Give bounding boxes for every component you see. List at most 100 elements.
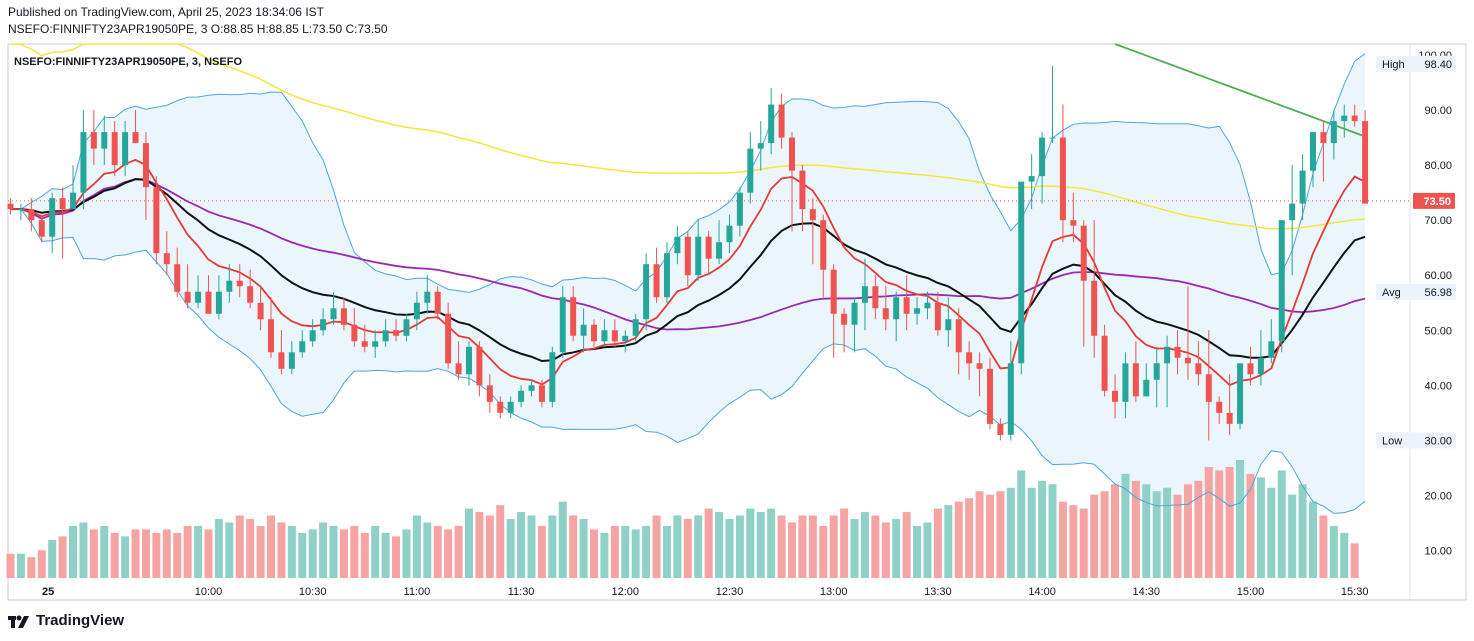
y-tick-label: 40.00: [1424, 380, 1452, 392]
last-price-tag: 73.50: [1413, 192, 1455, 209]
candle-body: [17, 209, 24, 211]
candle-body: [1247, 363, 1254, 375]
candle-body: [476, 346, 483, 386]
candle-body: [142, 143, 149, 188]
candle-body: [611, 330, 618, 342]
candle-body: [1310, 132, 1316, 171]
volume-bar: [631, 529, 640, 578]
candle-body: [518, 390, 525, 402]
candle-body: [382, 330, 389, 342]
volume-bar: [37, 550, 46, 578]
ma-green-line: [1114, 43, 1366, 138]
volume-bar: [27, 557, 36, 578]
candle-body: [455, 363, 462, 375]
volume-bar: [371, 525, 380, 578]
volume-bar: [756, 512, 765, 578]
volume-bar: [1319, 515, 1328, 578]
candle-body: [955, 319, 962, 353]
volume-bar: [1069, 505, 1078, 578]
volume-bar: [1215, 470, 1224, 578]
volume-bar: [621, 525, 630, 578]
ma-black-line: [10, 178, 1366, 363]
candle-body: [465, 346, 472, 375]
high-marker-value: 98.40: [1424, 59, 1452, 71]
candle-body: [7, 203, 14, 210]
volume-bar: [1006, 487, 1015, 578]
candle-body: [340, 308, 347, 325]
volume-bar: [131, 529, 140, 578]
candle-body: [528, 385, 535, 391]
candle-body: [59, 198, 66, 210]
volume-bar: [79, 522, 88, 578]
candle-body: [1101, 335, 1108, 391]
candle-body: [372, 341, 379, 347]
volume-bar: [1350, 543, 1359, 578]
volume-bar: [860, 512, 869, 578]
volume-bar: [267, 515, 275, 578]
avg-marker-value: 56.98: [1424, 287, 1452, 299]
volume-bar: [975, 491, 984, 578]
x-tick-label: 11:00: [404, 586, 431, 598]
ohlc-line: NSEFO:FINNIFTY23APR19050PE, 3 O:88.85 H:…: [8, 22, 388, 36]
volume-bar: [1079, 508, 1088, 578]
x-tick-label: 13:30: [924, 586, 952, 598]
x-tick-label: 15:30: [1341, 586, 1369, 598]
volume-bar: [829, 515, 838, 578]
volume-bar: [913, 525, 922, 578]
volume-bar: [121, 536, 130, 578]
tradingview-logo-icon: [8, 615, 29, 628]
volume-bar: [1277, 470, 1286, 578]
volume-bar: [506, 519, 515, 578]
volume-bar: [715, 512, 724, 578]
candle-body: [320, 319, 327, 331]
candle-body: [841, 313, 848, 325]
volume-bar: [902, 512, 911, 578]
volume-bar: [1100, 491, 1109, 578]
candle-body: [445, 313, 452, 364]
volume-bar: [225, 522, 234, 578]
ma-purple-line: [10, 178, 1366, 331]
candle-body: [205, 291, 212, 314]
volume-bar: [308, 529, 317, 578]
candle-body: [101, 132, 108, 149]
candle-body: [111, 132, 118, 166]
volume-bar: [1309, 501, 1317, 578]
candle-body: [49, 198, 56, 237]
volume-bar: [339, 529, 348, 578]
candle-body: [184, 291, 191, 303]
candle-body: [591, 324, 598, 342]
candle-body: [820, 220, 827, 270]
volume-bar: [298, 532, 307, 578]
candle-body: [580, 324, 587, 336]
y-tick-label: 20.00: [1424, 490, 1452, 502]
volume-bar: [277, 522, 286, 578]
candle-body: [434, 291, 441, 314]
candle-body: [330, 308, 337, 320]
volume-bar: [610, 525, 619, 578]
volume-bar: [58, 536, 67, 578]
volume-bar: [183, 525, 192, 578]
candle-body: [1039, 137, 1046, 177]
x-tick-label: 12:30: [716, 586, 744, 598]
candle-body: [1362, 121, 1369, 204]
candle-body: [653, 264, 660, 298]
candle-body: [601, 330, 608, 342]
y-tick-label: 10.00: [1424, 545, 1452, 557]
candle-body: [1184, 357, 1191, 364]
candle-body: [778, 104, 785, 138]
candle-body: [966, 352, 973, 364]
volume-bars: [6, 460, 1359, 578]
volume-bar: [735, 515, 744, 578]
candle-body: [122, 132, 129, 166]
volume-bar: [194, 525, 203, 578]
volume-bar: [381, 532, 390, 578]
candle-body: [695, 236, 702, 276]
x-tick-label: 12:00: [612, 586, 640, 598]
candle-body: [1049, 137, 1056, 139]
candle-body: [215, 291, 222, 314]
volume-bar: [642, 525, 651, 578]
ma-yellow-line: [10, 43, 1366, 230]
candle-body: [70, 192, 77, 210]
volume-bar: [444, 529, 453, 578]
